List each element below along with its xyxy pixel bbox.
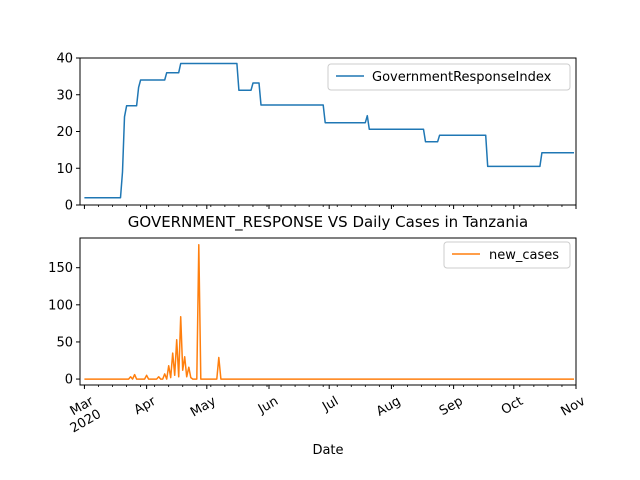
x-tick-label: Sep bbox=[437, 394, 466, 419]
top-series-lines bbox=[84, 62, 574, 199]
x-tick-label: Apr bbox=[132, 394, 160, 419]
series-line-new-cases bbox=[84, 243, 574, 380]
top-legend-box bbox=[327, 63, 571, 91]
bottom-legend: new_cases bbox=[443, 241, 571, 269]
x-tick-label: Nov bbox=[559, 394, 589, 420]
top-y-ticks: 0 10 20 30 40 bbox=[56, 52, 80, 214]
y-tick-label: 0 bbox=[65, 373, 73, 388]
x-tick-label-line: Jun bbox=[255, 394, 281, 418]
x-tick-label-line: Aug bbox=[374, 394, 403, 420]
x-tick-label: Oct bbox=[499, 394, 526, 418]
x-axis-label: Date bbox=[312, 443, 343, 458]
x-tick-label-line: Jul bbox=[319, 394, 341, 415]
series-line-governmentresponseindex bbox=[84, 62, 574, 199]
y-tick-label: 30 bbox=[56, 88, 73, 103]
y-tick-label: 0 bbox=[65, 199, 73, 214]
x-tick-label: Aug bbox=[374, 394, 403, 420]
x-tick-label-line: Apr bbox=[132, 394, 160, 419]
x-tick-label-line: May bbox=[188, 394, 219, 421]
y-tick-label: 10 bbox=[56, 162, 73, 177]
top-x-minor-ticks bbox=[83, 205, 577, 209]
bottom-axes: GOVERNMENT_RESPONSE VS Daily Cases in Ta… bbox=[48, 213, 588, 458]
bottom-y-ticks: 0 50 100 150 bbox=[48, 261, 80, 388]
legend-label-government-response: GovernmentResponseIndex bbox=[372, 70, 552, 85]
chart-title: GOVERNMENT_RESPONSE VS Daily Cases in Ta… bbox=[128, 213, 528, 232]
y-tick-label: 40 bbox=[56, 52, 73, 67]
x-tick-label: Jul bbox=[319, 394, 341, 415]
bottom-axes-frame bbox=[79, 237, 577, 386]
y-tick-label: 100 bbox=[48, 298, 73, 313]
legend-label-new-cases: new_cases bbox=[489, 248, 559, 263]
x-tick-label-line: Nov bbox=[559, 394, 589, 420]
x-tick-label-line: Oct bbox=[499, 394, 526, 418]
y-tick-label: 50 bbox=[56, 335, 73, 350]
top-legend: GovernmentResponseIndex bbox=[327, 63, 571, 91]
top-axes: 0 10 20 30 40 GovernmentResponseIndex bbox=[56, 52, 577, 214]
bottom-series-lines bbox=[84, 243, 574, 380]
x-tick-label-line: Sep bbox=[437, 394, 466, 419]
bottom-x-minor-ticks bbox=[83, 385, 577, 389]
bottom-legend-box bbox=[443, 241, 571, 269]
x-tick-label: May bbox=[188, 394, 219, 421]
y-tick-label: 150 bbox=[48, 261, 73, 276]
x-tick-label: Jun bbox=[255, 394, 281, 418]
y-tick-label: 20 bbox=[56, 125, 73, 140]
